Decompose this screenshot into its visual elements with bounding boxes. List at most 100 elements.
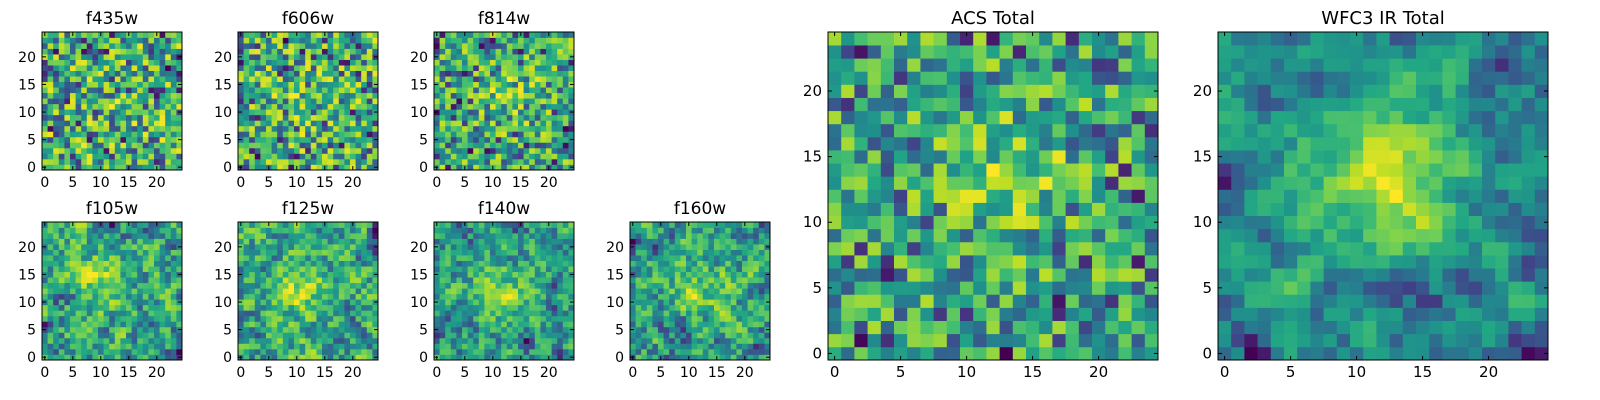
heatmap-cell: [568, 158, 575, 165]
heatmap-cell: [327, 332, 334, 339]
heatmap-cell: [747, 293, 754, 300]
heatmap-cell: [736, 337, 743, 344]
heatmap-cell: [322, 158, 328, 165]
heatmap-cell: [294, 136, 300, 143]
heatmap-cell: [1144, 268, 1159, 282]
heatmap-cell: [697, 249, 704, 256]
heatmap-cell: [880, 241, 895, 256]
heatmap-cell: [131, 48, 138, 55]
heatmap-cell: [462, 114, 468, 121]
heatmap-cell: [338, 310, 345, 317]
heatmap-cell: [142, 65, 149, 71]
heatmap-cell: [92, 310, 99, 317]
heatmap-cell: [266, 70, 272, 77]
heatmap-cell: [75, 354, 82, 361]
x-tick-label: 20: [540, 175, 558, 191]
heatmap-cell: [1065, 163, 1080, 177]
heatmap-cell: [1039, 281, 1053, 295]
heatmap-cell: [58, 343, 65, 350]
heatmap-cell: [137, 136, 144, 143]
heatmap-cell: [1052, 189, 1066, 203]
heatmap-cell: [557, 153, 564, 160]
heatmap-cell: [518, 299, 524, 306]
heatmap-cell: [243, 260, 250, 267]
heatmap-cell: [467, 266, 474, 273]
heatmap-cell: [920, 294, 934, 308]
heatmap-cell: [310, 271, 317, 278]
heatmap-cell: [557, 222, 564, 228]
heatmap-cell: [165, 354, 172, 361]
heatmap-cell: [523, 109, 530, 116]
heatmap-cell: [473, 65, 480, 71]
heatmap-cell: [736, 288, 743, 295]
heatmap-cell: [473, 81, 480, 88]
heatmap-cell: [238, 103, 244, 110]
heatmap-cell: [495, 70, 502, 77]
y-tick-label: 15: [606, 267, 624, 283]
heatmap-cell: [176, 343, 183, 350]
heatmap-cell: [81, 87, 88, 94]
heatmap-cell: [81, 54, 88, 60]
heatmap-cell: [484, 103, 491, 110]
heatmap-cell: [450, 54, 457, 60]
heatmap-cell: [630, 332, 636, 339]
heatmap-cell: [551, 87, 558, 94]
heatmap-cell: [907, 202, 921, 217]
heatmap-cell: [462, 233, 468, 239]
heatmap-cell: [1131, 346, 1146, 361]
heatmap-cell: [1144, 215, 1159, 230]
heatmap-cell: [512, 81, 519, 88]
heatmap-cell: [271, 37, 278, 44]
heatmap-cell: [490, 233, 496, 239]
heatmap-cell: [271, 142, 278, 149]
heatmap-cell: [456, 271, 463, 278]
heatmap-cell: [249, 114, 256, 121]
heatmap-cell: [484, 114, 491, 121]
heatmap-cell: [478, 87, 485, 94]
heatmap-cell: [1118, 307, 1132, 321]
heatmap-cell: [635, 282, 642, 289]
heatmap-cell: [271, 271, 278, 278]
heatmap-cell: [518, 310, 524, 317]
heatmap-cell: [506, 249, 513, 256]
heatmap-cell: [53, 81, 60, 88]
heatmap-cell: [467, 114, 474, 121]
heatmap-cell: [439, 87, 446, 94]
heatmap-cell: [702, 288, 709, 295]
heatmap-cell: [973, 176, 987, 190]
heatmap-cell: [557, 147, 564, 154]
heatmap-cell: [557, 98, 564, 105]
heatmap-cell: [473, 158, 480, 165]
heatmap-cell: [562, 222, 569, 228]
heatmap-cell: [652, 282, 659, 289]
heatmap-cell: [288, 255, 295, 261]
heatmap-cell: [126, 120, 132, 127]
heatmap-cell: [92, 92, 99, 99]
y-tick-label: 20: [410, 50, 428, 66]
heatmap-cell: [999, 346, 1014, 361]
heatmap-cell: [288, 43, 295, 49]
heatmap-cell: [456, 153, 463, 160]
heatmap-cell: [747, 304, 754, 311]
heatmap-cell: [338, 282, 345, 289]
heatmap-cell: [478, 59, 485, 66]
heatmap-cell: [366, 54, 373, 60]
heatmap-cell: [490, 131, 496, 138]
heatmap-cell: [120, 59, 127, 66]
heatmap-cell: [546, 114, 552, 121]
heatmap-cell: [243, 158, 250, 165]
heatmap-cell: [142, 354, 149, 361]
heatmap-cell: [53, 158, 60, 165]
heatmap-cell: [350, 310, 356, 317]
heatmap-cell: [260, 32, 267, 38]
heatmap-cell: [512, 43, 519, 49]
heatmap-cell: [495, 277, 502, 284]
heatmap-cell: [243, 54, 250, 60]
heatmap-cell: [1144, 255, 1159, 269]
heatmap-cell: [92, 299, 99, 306]
heatmap-cell: [86, 103, 93, 110]
heatmap-cell: [98, 76, 104, 83]
heatmap-cell: [70, 304, 76, 311]
heatmap-cell: [562, 81, 569, 88]
heatmap-cell: [249, 244, 256, 250]
